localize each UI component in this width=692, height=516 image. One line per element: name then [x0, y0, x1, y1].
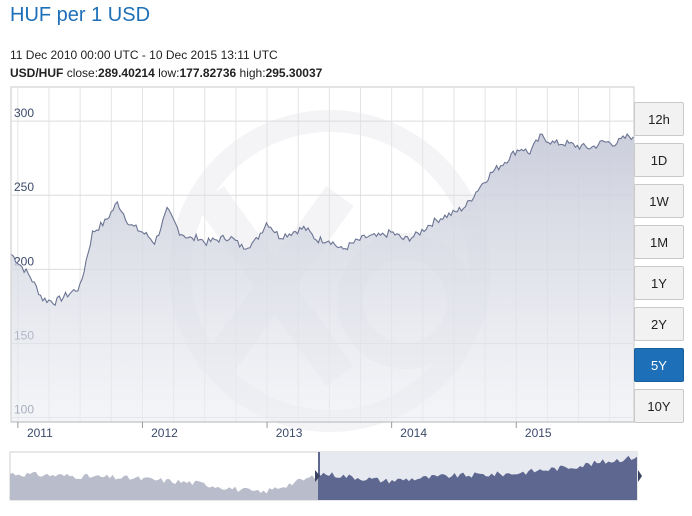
low-value: 177.82736	[179, 66, 237, 80]
y-tick-label: 300	[14, 106, 34, 120]
close-label: close:	[66, 66, 99, 80]
range-button-10y[interactable]: 10Y	[634, 389, 684, 423]
navigator-area-selected	[319, 455, 637, 500]
navigator-area-history	[10, 471, 319, 500]
range-button-1m[interactable]: 1M	[634, 225, 684, 259]
x-tick-label: 2013	[276, 426, 303, 440]
range-button-5y[interactable]: 5Y	[634, 348, 684, 382]
page-title: HUF per 1 USD	[10, 4, 151, 26]
x-tick-label: 2011	[27, 426, 53, 440]
date-range: 11 Dec 2010 00:00 UTC - 10 Dec 2015 13:1…	[10, 48, 278, 62]
close-value: 289.40214	[98, 66, 155, 80]
range-button-1w[interactable]: 1W	[634, 184, 684, 218]
currency-pair: USD/HUF	[10, 66, 64, 80]
range-button-1y[interactable]: 1Y	[634, 266, 684, 300]
x-tick-label: 2014	[400, 426, 427, 440]
high-label: high:	[239, 66, 266, 80]
low-label: low:	[158, 66, 180, 80]
price-stats: USD/HUF close:289.40214 low:177.82736 hi…	[10, 66, 322, 80]
range-button-1d[interactable]: 1D	[634, 143, 684, 177]
navigator-right-handle	[638, 470, 642, 482]
navigator-left-handle	[315, 470, 320, 482]
x-tick-label: 2015	[525, 426, 552, 440]
y-tick-label: 250	[14, 180, 34, 194]
high-value: 295.30037	[265, 66, 323, 80]
range-button-2y[interactable]: 2Y	[634, 307, 684, 341]
navigator-chart[interactable]	[6, 450, 642, 502]
price-chart[interactable]: 10015020025030020112012201320142015	[10, 86, 635, 442]
price-area	[11, 134, 634, 422]
range-button-group: 12h 1D 1W 1M 1Y 2Y 5Y 10Y	[634, 102, 684, 430]
range-button-12h[interactable]: 12h	[634, 102, 684, 136]
x-tick-label: 2012	[151, 426, 178, 440]
price-line	[10, 132, 634, 307]
